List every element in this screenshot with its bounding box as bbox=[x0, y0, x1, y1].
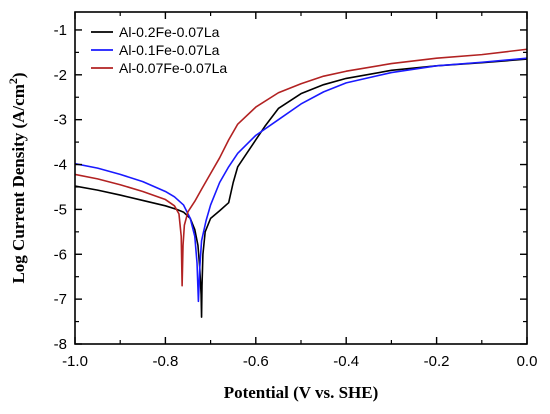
x-tick-label: -0.6 bbox=[243, 353, 269, 370]
y-axis-title-main: Log Current Density (A/cm bbox=[9, 84, 28, 283]
y-tick-label: -1 bbox=[54, 22, 67, 39]
x-tick-label: -1.0 bbox=[62, 353, 88, 370]
y-tick-label: -3 bbox=[54, 112, 67, 129]
legend-label-1: Al-0.2Fe-0.07La bbox=[119, 24, 220, 40]
series-line-3 bbox=[75, 48, 527, 287]
y-tick-label: -8 bbox=[54, 336, 67, 353]
y-tick-label: -7 bbox=[54, 291, 67, 308]
y-axis-title: Log Current Density (A/cm2) bbox=[6, 72, 28, 283]
y-tick-label: -5 bbox=[54, 201, 67, 218]
series-line-2 bbox=[75, 57, 527, 303]
y-axis-title-tail: ) bbox=[9, 72, 28, 78]
legend-label-3: Al-0.07Fe-0.07La bbox=[119, 60, 227, 76]
y-tick-label: -2 bbox=[54, 67, 67, 84]
x-axis-title: Potential (V vs. SHE) bbox=[224, 383, 379, 402]
y-tick-label: -6 bbox=[54, 246, 67, 263]
y-tick-label: -4 bbox=[54, 157, 67, 174]
legend-label-2: Al-0.1Fe-0.07La bbox=[119, 42, 220, 58]
series-line-1 bbox=[75, 58, 527, 318]
x-tick-label: -0.2 bbox=[424, 353, 450, 370]
x-tick-label: -0.4 bbox=[333, 353, 359, 370]
y-axis-title-sup: 2 bbox=[6, 78, 20, 84]
x-tick-label: -0.8 bbox=[152, 353, 178, 370]
x-tick-label: 0.0 bbox=[517, 353, 538, 370]
